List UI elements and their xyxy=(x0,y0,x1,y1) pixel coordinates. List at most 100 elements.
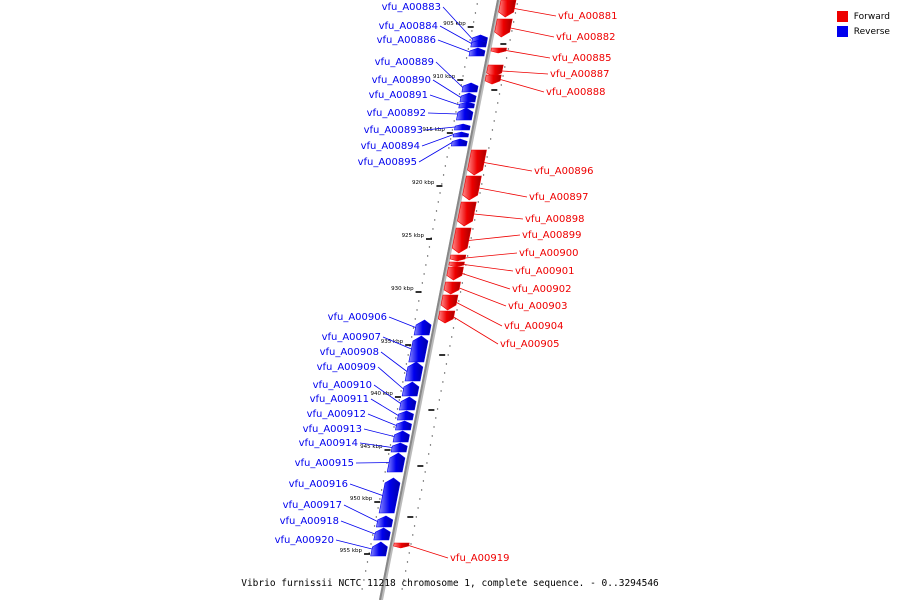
gene-glyph-vfu-a00891[interactable] xyxy=(458,101,475,109)
gene-label-vfu-a00906[interactable]: vfu_A00906 xyxy=(328,312,387,323)
gene-label-vfu-a00890[interactable]: vfu_A00890 xyxy=(372,75,431,86)
gene-label-vfu-a00915[interactable]: vfu_A00915 xyxy=(295,458,354,469)
gene-label-vfu-a00881[interactable]: vfu_A00881 xyxy=(558,11,617,22)
gene-glyph-vfu-a00911[interactable] xyxy=(397,410,414,421)
guide-dot xyxy=(405,363,408,365)
gene-label-vfu-a00885[interactable]: vfu_A00885 xyxy=(552,53,611,64)
gene-label-vfu-a00892[interactable]: vfu_A00892 xyxy=(367,108,426,119)
gene-glyph-vfu-a00889[interactable] xyxy=(461,82,479,93)
gene-glyph-vfu-a00888[interactable] xyxy=(484,74,502,85)
gene-label-vfu-a00909[interactable]: vfu_A00909 xyxy=(317,362,376,373)
gene-label-vfu-a00888[interactable]: vfu_A00888 xyxy=(546,87,605,98)
gene-label-vfu-a00896[interactable]: vfu_A00896 xyxy=(534,166,593,177)
gene-glyph-vfu-a00919[interactable] xyxy=(393,542,410,549)
gene-label-vfu-a00910[interactable]: vfu_A00910 xyxy=(313,380,372,391)
guide-dot xyxy=(379,498,381,500)
gene-glyph-vfu-a00918[interactable] xyxy=(373,527,391,541)
gene-glyph-vfu-a00886[interactable] xyxy=(468,47,486,57)
guide-dot xyxy=(452,327,455,329)
guide-dot xyxy=(514,12,517,14)
guide-dot xyxy=(472,21,475,23)
gene-label-vfu-a00920[interactable]: vfu_A00920 xyxy=(275,535,334,546)
gene-label-vfu-a00895[interactable]: vfu_A00895 xyxy=(358,157,417,168)
gene-glyph-vfu-a00915[interactable] xyxy=(386,452,406,473)
gene-label-vfu-a00897[interactable]: vfu_A00897 xyxy=(529,192,588,203)
gene-connector xyxy=(435,61,464,88)
gene-glyph-vfu-a00903[interactable] xyxy=(443,281,461,295)
gene-glyph-vfu-a00910[interactable] xyxy=(399,396,417,411)
gene-glyph-vfu-a00890[interactable] xyxy=(459,92,477,103)
gene-glyph-vfu-a00893[interactable] xyxy=(454,123,471,131)
gene-label-vfu-a00889[interactable]: vfu_A00889 xyxy=(375,57,434,68)
gene-glyph-vfu-a00894[interactable] xyxy=(452,131,469,138)
guide-dot xyxy=(398,399,401,401)
gene-label-vfu-a00899[interactable]: vfu_A00899 xyxy=(522,230,581,241)
gene-label-vfu-a00902[interactable]: vfu_A00902 xyxy=(512,284,571,295)
gene-label-vfu-a00919[interactable]: vfu_A00919 xyxy=(450,553,509,564)
gene-glyph-vfu-a00904[interactable] xyxy=(440,294,459,311)
gene-label-vfu-a00905[interactable]: vfu_A00905 xyxy=(500,339,559,350)
gene-label-vfu-a00917[interactable]: vfu_A00917 xyxy=(283,500,342,511)
gene-label-vfu-a00887[interactable]: vfu_A00887 xyxy=(550,69,609,80)
gene-glyph-vfu-a00892[interactable] xyxy=(456,107,474,121)
guide-dot xyxy=(441,183,443,185)
gene-label-vfu-a00894[interactable]: vfu_A00894 xyxy=(361,141,420,152)
gene-label-vfu-a00882[interactable]: vfu_A00882 xyxy=(556,32,615,43)
gene-glyph-vfu-a00899[interactable] xyxy=(451,227,472,254)
gene-glyph-vfu-a00913[interactable] xyxy=(392,430,410,443)
guide-dot xyxy=(435,210,438,212)
tick-label: 950 kbp xyxy=(350,496,373,502)
gene-label-vfu-a00913[interactable]: vfu_A00913 xyxy=(303,424,362,435)
gene-glyph-vfu-a00906[interactable] xyxy=(413,319,432,336)
gene-glyph-vfu-a00908[interactable] xyxy=(404,361,424,382)
guide-dot xyxy=(455,111,457,113)
gene-connector xyxy=(355,462,390,464)
gene-label-vfu-a00893[interactable]: vfu_A00893 xyxy=(364,125,423,136)
guide-dot xyxy=(507,48,510,50)
gene-label-vfu-a00884[interactable]: vfu_A00884 xyxy=(379,21,438,32)
gene-label-vfu-a00891[interactable]: vfu_A00891 xyxy=(369,90,428,101)
guide-dot xyxy=(375,516,378,518)
guide-dot xyxy=(456,309,458,311)
gene-label-vfu-a00883[interactable]: vfu_A00883 xyxy=(382,2,441,13)
gene-label-vfu-a00907[interactable]: vfu_A00907 xyxy=(322,332,381,343)
gene-glyph-vfu-a00902[interactable] xyxy=(446,266,464,281)
gene-glyph-vfu-a00881[interactable] xyxy=(498,0,517,18)
gene-glyph-vfu-a00882[interactable] xyxy=(494,18,513,38)
guide-dot xyxy=(493,120,495,122)
gene-label-vfu-a00904[interactable]: vfu_A00904 xyxy=(504,321,563,332)
gene-glyph-vfu-a00895[interactable] xyxy=(450,138,468,147)
gene-glyph-vfu-a00912[interactable] xyxy=(395,420,412,431)
guide-dot xyxy=(402,381,404,383)
gene-glyph-vfu-a00885[interactable] xyxy=(490,47,507,54)
gene-label-vfu-a00900[interactable]: vfu_A00900 xyxy=(519,248,578,259)
guide-dot xyxy=(444,165,447,167)
gene-glyph-vfu-a00909[interactable] xyxy=(401,381,420,397)
gene-connector xyxy=(456,302,503,327)
gene-label-vfu-a00903[interactable]: vfu_A00903 xyxy=(508,301,567,312)
gene-label-vfu-a00914[interactable]: vfu_A00914 xyxy=(299,438,358,449)
gene-glyph-vfu-a00898[interactable] xyxy=(457,201,477,227)
gene-glyph-vfu-a00917[interactable] xyxy=(375,515,394,528)
gene-glyph-vfu-a00905[interactable] xyxy=(437,310,456,324)
gene-label-vfu-a00912[interactable]: vfu_A00912 xyxy=(307,409,366,420)
gene-glyph-vfu-a00901[interactable] xyxy=(448,261,465,268)
gene-connector xyxy=(427,112,458,115)
gene-glyph-vfu-a00897[interactable] xyxy=(462,175,482,201)
gene-glyph-vfu-a00884[interactable] xyxy=(470,39,487,48)
tick-label: 935 kbp xyxy=(381,339,404,345)
gene-glyph-vfu-a00916[interactable] xyxy=(378,477,401,514)
gene-label-vfu-a00908[interactable]: vfu_A00908 xyxy=(320,347,379,358)
gene-glyph-vfu-a00896[interactable] xyxy=(467,149,487,176)
gene-glyph-vfu-a00900[interactable] xyxy=(449,254,467,262)
gene-glyph-vfu-a00920[interactable] xyxy=(370,541,388,557)
gene-glyph-vfu-a00907[interactable] xyxy=(408,335,429,363)
gene-label-vfu-a00898[interactable]: vfu_A00898 xyxy=(525,214,584,225)
gene-label-vfu-a00886[interactable]: vfu_A00886 xyxy=(377,35,436,46)
gene-label-vfu-a00911[interactable]: vfu_A00911 xyxy=(310,394,369,405)
guide-dot xyxy=(500,84,502,86)
gene-label-vfu-a00918[interactable]: vfu_A00918 xyxy=(280,516,339,527)
gene-label-vfu-a00916[interactable]: vfu_A00916 xyxy=(289,479,348,490)
gene-label-vfu-a00901[interactable]: vfu_A00901 xyxy=(515,266,574,277)
gene-glyph-vfu-a00914[interactable] xyxy=(390,442,408,453)
